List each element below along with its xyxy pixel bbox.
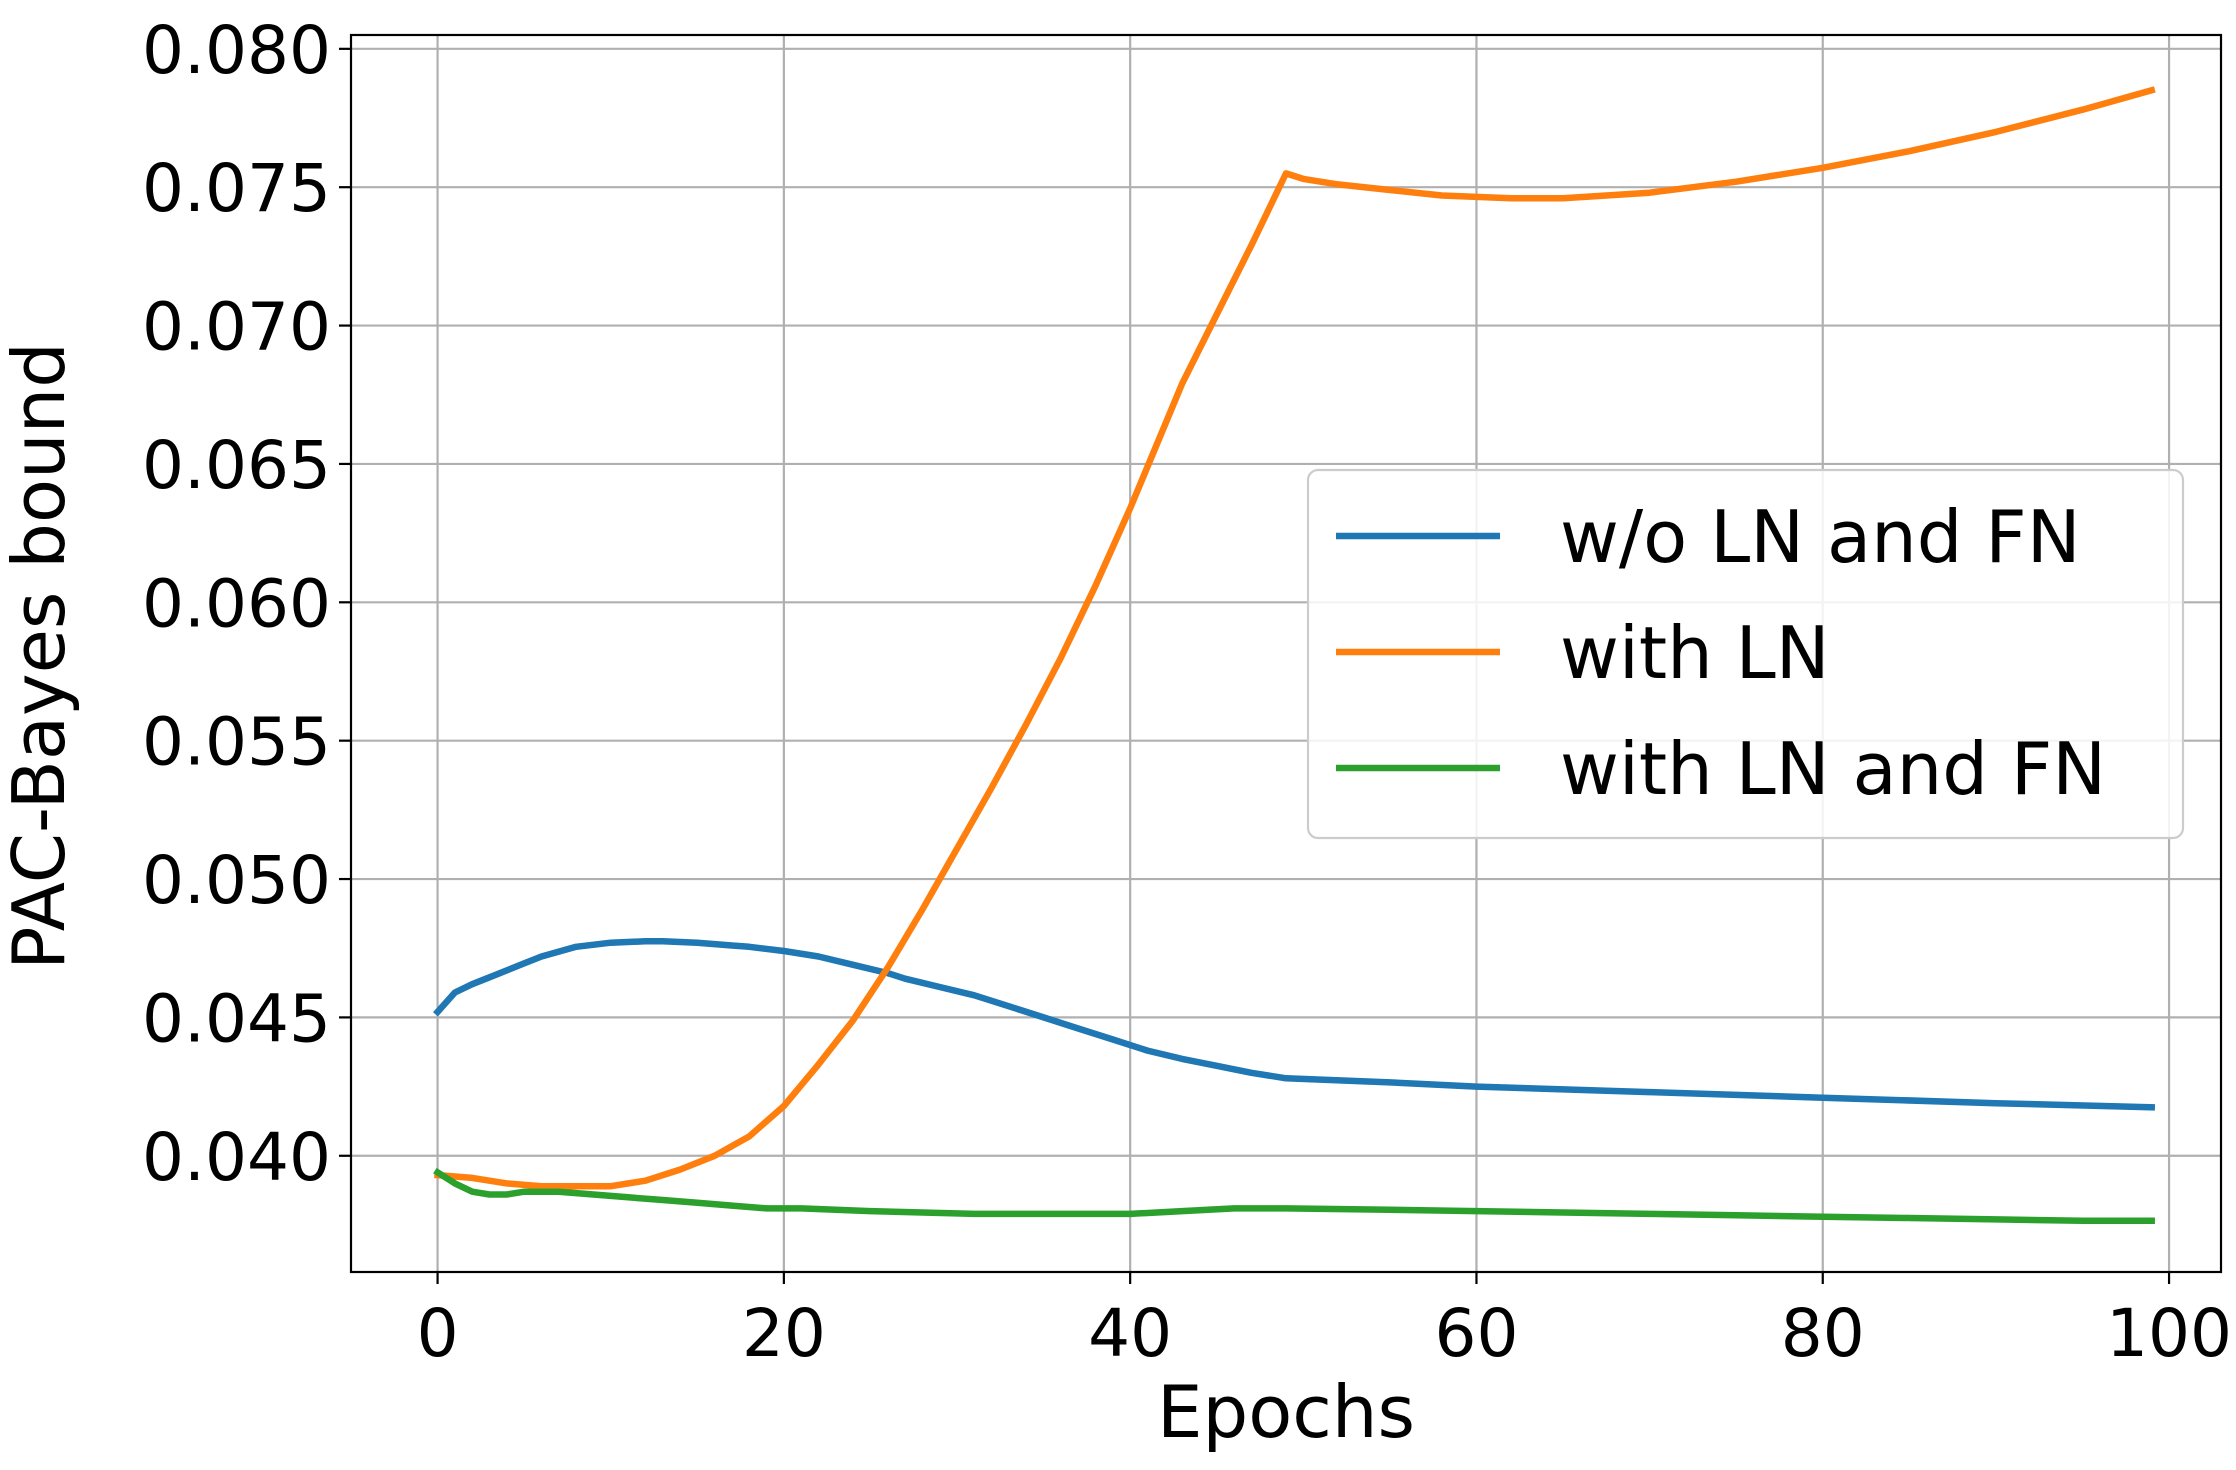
y-tick-label: 0.070: [142, 289, 331, 366]
y-tick-label: 0.040: [142, 1119, 331, 1196]
y-tick-label: 0.055: [142, 704, 331, 781]
legend-label: with LN: [1560, 611, 1830, 695]
y-tick-label: 0.045: [142, 980, 331, 1057]
plot-frame: [349, 33, 2223, 1274]
x-tick-label: 60: [1434, 1295, 1518, 1372]
legend-label: w/o LN and FN: [1560, 495, 2081, 579]
y-tick-label: 0.060: [142, 565, 331, 642]
x-axis-ticks: 0 20 40 60 80 100: [417, 1272, 2232, 1372]
series-line-2: [434, 86, 2156, 1190]
y-axis-title: PAC-Bayes bound: [0, 342, 81, 970]
x-tick-label: 80: [1781, 1295, 1865, 1372]
y-tick-label: 0.065: [142, 427, 331, 504]
y-tick-label: 0.050: [142, 842, 331, 919]
x-tick-label: 40: [1088, 1295, 1172, 1372]
y-axis-ticks: 0.040 0.045 0.050 0.055 0.060 0.065 0.070 0.075…: [142, 12, 351, 1196]
x-tick-label: 20: [742, 1295, 826, 1372]
plot-lines: [433, 86, 2156, 1225]
legend-entries: w/o LN and FN with LN with LN and FN: [1336, 495, 2106, 811]
legend-box: [1306, 468, 2185, 840]
x-tick-label: 0: [417, 1295, 459, 1372]
series-line-1: [433, 938, 2156, 1111]
y-tick-label: 0.080: [142, 12, 331, 89]
x-axis-title: Epochs: [1157, 1370, 1415, 1454]
legend-label: with LN and FN: [1560, 727, 2106, 811]
y-tick-label: 0.075: [142, 150, 331, 227]
x-tick-label: 100: [2106, 1295, 2232, 1372]
legend: w/o LN and FN with LN with LN and FN: [1306, 468, 2185, 840]
series-line-3: [433, 1167, 2155, 1225]
